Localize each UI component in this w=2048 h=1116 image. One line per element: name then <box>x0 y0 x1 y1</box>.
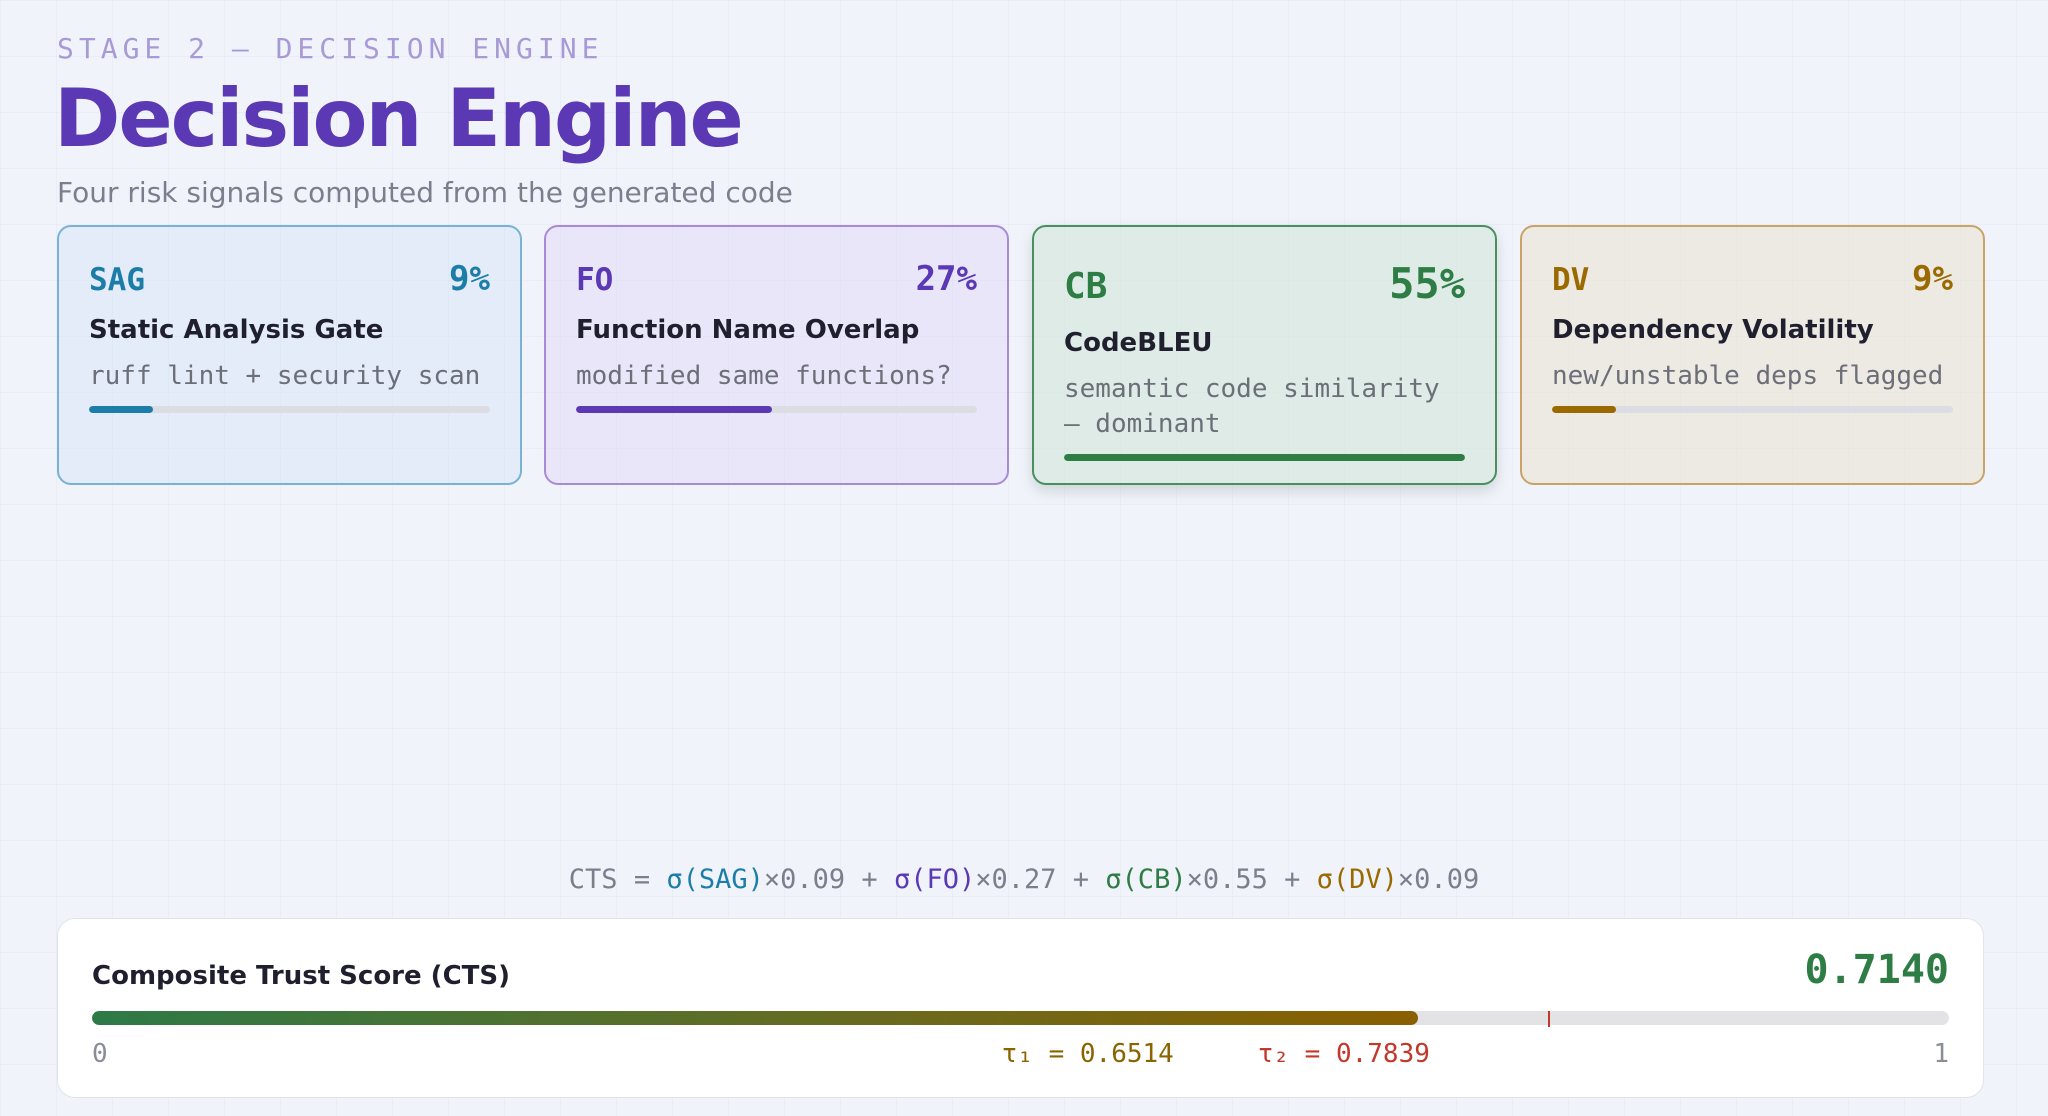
signal-abbr: FO <box>576 262 614 298</box>
signal-weight-bar-fill <box>89 406 154 413</box>
scale-min: 0 <box>92 1039 108 1069</box>
cts-value: 0.7140 <box>1804 947 1950 993</box>
formula-term-sag: σ(SAG) <box>666 864 764 895</box>
signal-weight-bar <box>1064 454 1465 461</box>
formula-term-fo: σ(FO) <box>893 864 976 895</box>
signal-description: semantic code similarity — dominant <box>1064 374 1440 439</box>
cts-formula: CTS = σ(SAG)×0.09 + σ(FO)×0.27 + σ(CB)×0… <box>568 864 1480 895</box>
signal-weight-bar-fill <box>1064 454 1465 461</box>
signal-name: CodeBLEU <box>1064 328 1213 358</box>
formula-weight-dv: ×0.09 <box>1397 864 1480 895</box>
formula-weight-fo: ×0.27 <box>975 864 1057 895</box>
stage-eyebrow: STAGE 2 — DECISION ENGINE <box>57 32 604 65</box>
signal-weight-bar-fill <box>1552 406 1617 413</box>
signal-weight: 27% <box>915 259 977 299</box>
signal-name: Dependency Volatility <box>1552 315 1874 345</box>
signal-weight-bar-fill <box>576 406 773 413</box>
signal-description: modified same functions? <box>576 361 952 391</box>
signal-abbr: SAG <box>89 262 145 298</box>
signal-card-fo: FO 27% Function Name Overlap modified sa… <box>544 225 1009 485</box>
formula-weight-sag: ×0.09 <box>763 864 846 895</box>
cts-progress-fill <box>92 1011 1418 1025</box>
signal-name: Static Analysis Gate <box>89 315 384 345</box>
tau2-marker <box>1547 1011 1550 1027</box>
cts-label: Composite Trust Score (CTS) <box>92 961 510 991</box>
formula-term-dv: σ(DV) <box>1316 864 1398 895</box>
formula-term-cb: σ(CB) <box>1105 864 1187 895</box>
formula-lhs: CTS = <box>568 864 651 895</box>
signal-weight-bar <box>1552 406 1953 413</box>
cts-panel: Composite Trust Score (CTS) 0.7140 0 τ₁ … <box>57 918 1984 1098</box>
signal-description: new/unstable deps flagged <box>1552 361 1944 391</box>
cts-progress-track <box>92 1011 1949 1025</box>
formula-weight-cb: ×0.55 <box>1186 864 1268 895</box>
signal-abbr: DV <box>1552 262 1590 298</box>
tau1-label: τ₁ = 0.6514 <box>1001 1039 1174 1069</box>
page-title: Decision Engine <box>54 72 744 165</box>
signal-card-sag: SAG 9% Static Analysis Gate ruff lint + … <box>57 225 522 485</box>
scale-max: 1 <box>1933 1039 1949 1069</box>
signal-weight: 55% <box>1389 259 1465 308</box>
signal-weight: 9% <box>449 259 490 299</box>
signal-weight-bar <box>89 406 490 413</box>
page-subtitle: Four risk signals computed from the gene… <box>57 176 793 209</box>
signal-weight: 9% <box>1912 259 1953 299</box>
signal-card-cb: CB 55% CodeBLEU semantic code similarity… <box>1032 225 1497 485</box>
signal-card-dv: DV 9% Dependency Volatility new/unstable… <box>1520 225 1985 485</box>
signal-abbr: CB <box>1064 266 1108 307</box>
tau2-label: τ₂ = 0.7839 <box>1257 1039 1430 1069</box>
signal-weight-bar <box>576 406 977 413</box>
signal-name: Function Name Overlap <box>576 315 920 345</box>
signal-description: ruff lint + security scan <box>89 361 481 391</box>
